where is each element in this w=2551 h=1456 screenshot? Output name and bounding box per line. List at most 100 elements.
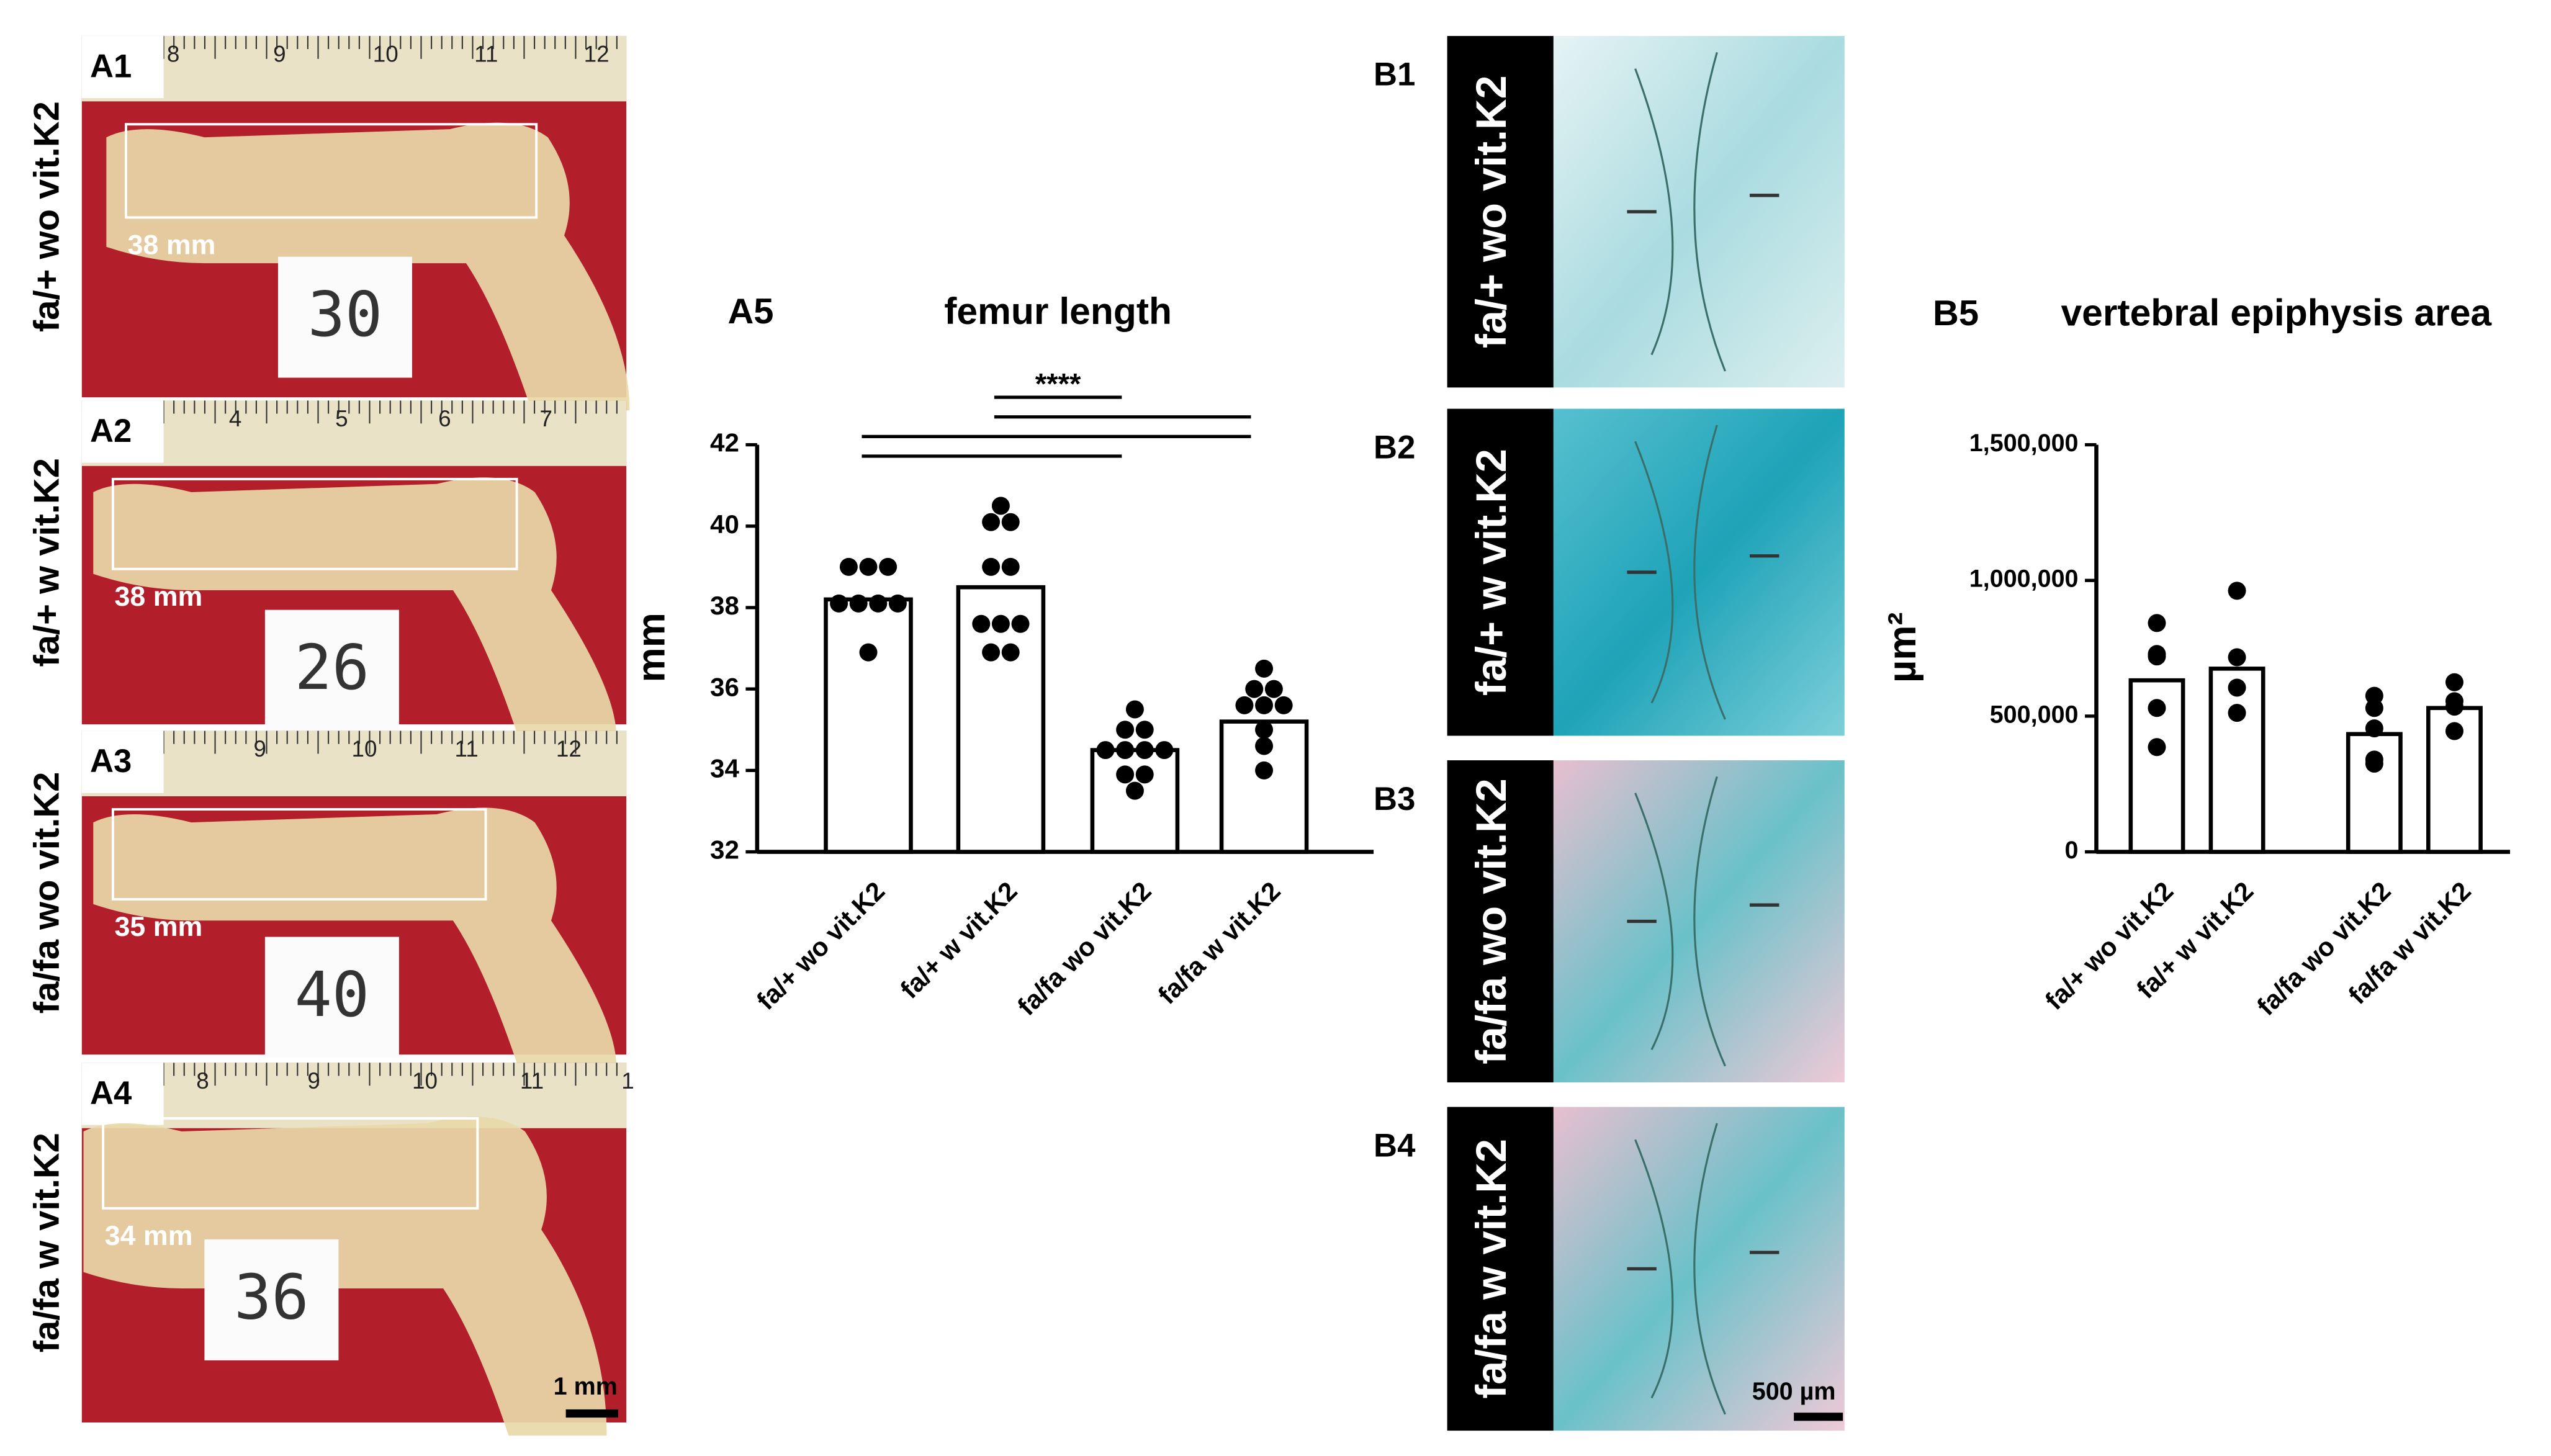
- sample-card: [204, 1239, 339, 1360]
- x-tick-label: fa/fa wo vit.K2: [1012, 876, 1157, 1022]
- ruler-number: 12: [556, 736, 582, 762]
- ruler-number: 8: [167, 41, 180, 66]
- scale-bar: [565, 1409, 618, 1418]
- data-point: [2148, 699, 2166, 717]
- data-point: [982, 513, 1001, 531]
- panel-label: B5: [1933, 294, 1979, 333]
- row-label: fa/fa w vit.K2: [27, 1133, 66, 1352]
- row-label: fa/fa w vit.K2: [1467, 1139, 1515, 1399]
- data-point: [2228, 582, 2246, 600]
- data-point: [2445, 673, 2463, 691]
- chart-title: vertebral epiphysis area: [2061, 291, 2492, 333]
- panel-label: B3: [1374, 781, 1415, 817]
- y-tick-label: 0: [2065, 837, 2079, 864]
- data-point: [1264, 680, 1283, 698]
- measure-box: [124, 123, 538, 219]
- bone: [106, 122, 630, 411]
- data-point: [1245, 680, 1264, 698]
- data-point: [888, 594, 907, 613]
- data-point: [849, 594, 868, 613]
- measure-box: [102, 1117, 479, 1210]
- data-point: [1001, 643, 1020, 662]
- panel-label: A4: [90, 1075, 132, 1112]
- length-label: 38 mm: [115, 581, 203, 612]
- ruler-number: 9: [253, 736, 266, 762]
- data-point: [830, 594, 848, 613]
- sample-number: 40: [295, 958, 370, 1031]
- data-point: [982, 557, 1001, 576]
- bar: [824, 597, 913, 854]
- ruler-number: 10: [373, 41, 398, 66]
- data-point: [1135, 765, 1154, 784]
- ruler: [81, 35, 627, 102]
- data-point: [1255, 761, 1274, 780]
- data-point: [859, 557, 878, 576]
- data-point: [1255, 696, 1274, 714]
- data-point: [991, 614, 1010, 633]
- panel-label: B2: [1374, 429, 1415, 465]
- y-tick-label: 500,000: [1990, 701, 2079, 728]
- data-point: [869, 594, 888, 613]
- y-axis-label: mm: [630, 613, 673, 682]
- y-tick-label: 42: [710, 428, 739, 457]
- sample-card: [264, 609, 399, 731]
- histology-image: [1553, 1107, 1845, 1431]
- data-point: [859, 643, 878, 662]
- panel-label: A5: [727, 292, 773, 331]
- data-point: [2228, 648, 2246, 667]
- strip: [1447, 408, 1554, 736]
- panel-label-box: [81, 400, 164, 463]
- data-point: [2148, 614, 2166, 632]
- length-label: 38 mm: [128, 230, 216, 261]
- y-tick-label: 40: [710, 510, 739, 539]
- row-label: fa/fa wo vit.K2: [27, 772, 66, 1014]
- data-point: [2365, 699, 2383, 717]
- tissue-outline: [1634, 1123, 1726, 1415]
- data-point: [2148, 738, 2166, 757]
- row-label: fa/fa wo vit.K2: [1467, 778, 1515, 1064]
- ruler-number: 10: [352, 736, 377, 762]
- data-point: [2228, 704, 2246, 722]
- y-tick-label: 1,500,000: [1969, 429, 2079, 457]
- panel-label: B1: [1374, 56, 1415, 93]
- ruler-number: 11: [520, 1068, 544, 1094]
- ruler-number: 7: [539, 406, 552, 431]
- x-tick-label: fa/+ w vit.K2: [894, 876, 1022, 1004]
- bone: [93, 477, 617, 738]
- data-point: [1116, 741, 1135, 760]
- data-point: [1125, 781, 1144, 800]
- bone: [83, 1117, 607, 1436]
- ruler-number: 5: [335, 406, 348, 431]
- x-tick-label: fa/fa w vit.K2: [1152, 876, 1285, 1010]
- data-point: [2445, 722, 2463, 740]
- data-point: [1116, 765, 1135, 784]
- ruler-number: 11: [454, 736, 478, 762]
- data-point: [2228, 678, 2246, 697]
- strip: [1447, 35, 1554, 388]
- data-point: [2445, 698, 2463, 716]
- data-point: [1001, 557, 1020, 576]
- significance-label: ****: [1035, 367, 1081, 400]
- tissue-outline: [1634, 52, 1726, 372]
- sample-number: 36: [234, 1261, 309, 1333]
- length-label: 35 mm: [115, 911, 203, 942]
- data-point: [2148, 647, 2166, 666]
- measure-box: [111, 808, 487, 901]
- ruler-number: 12: [584, 41, 610, 66]
- sample-card: [277, 256, 412, 378]
- bar: [2128, 678, 2185, 854]
- panel-label: B4: [1374, 1127, 1416, 1164]
- data-point: [1255, 737, 1274, 755]
- data-point: [1011, 614, 1030, 633]
- data-point: [1001, 513, 1020, 531]
- data-point: [2365, 719, 2383, 738]
- data-point: [1235, 696, 1254, 714]
- data-point: [1135, 721, 1154, 739]
- ruler-number: 4: [229, 406, 242, 431]
- data-point: [1135, 741, 1154, 760]
- histology-image: [1553, 408, 1845, 736]
- data-point: [972, 614, 991, 633]
- row-label: fa/+ wo vit.K2: [1467, 75, 1515, 348]
- y-tick-label: 36: [710, 672, 739, 701]
